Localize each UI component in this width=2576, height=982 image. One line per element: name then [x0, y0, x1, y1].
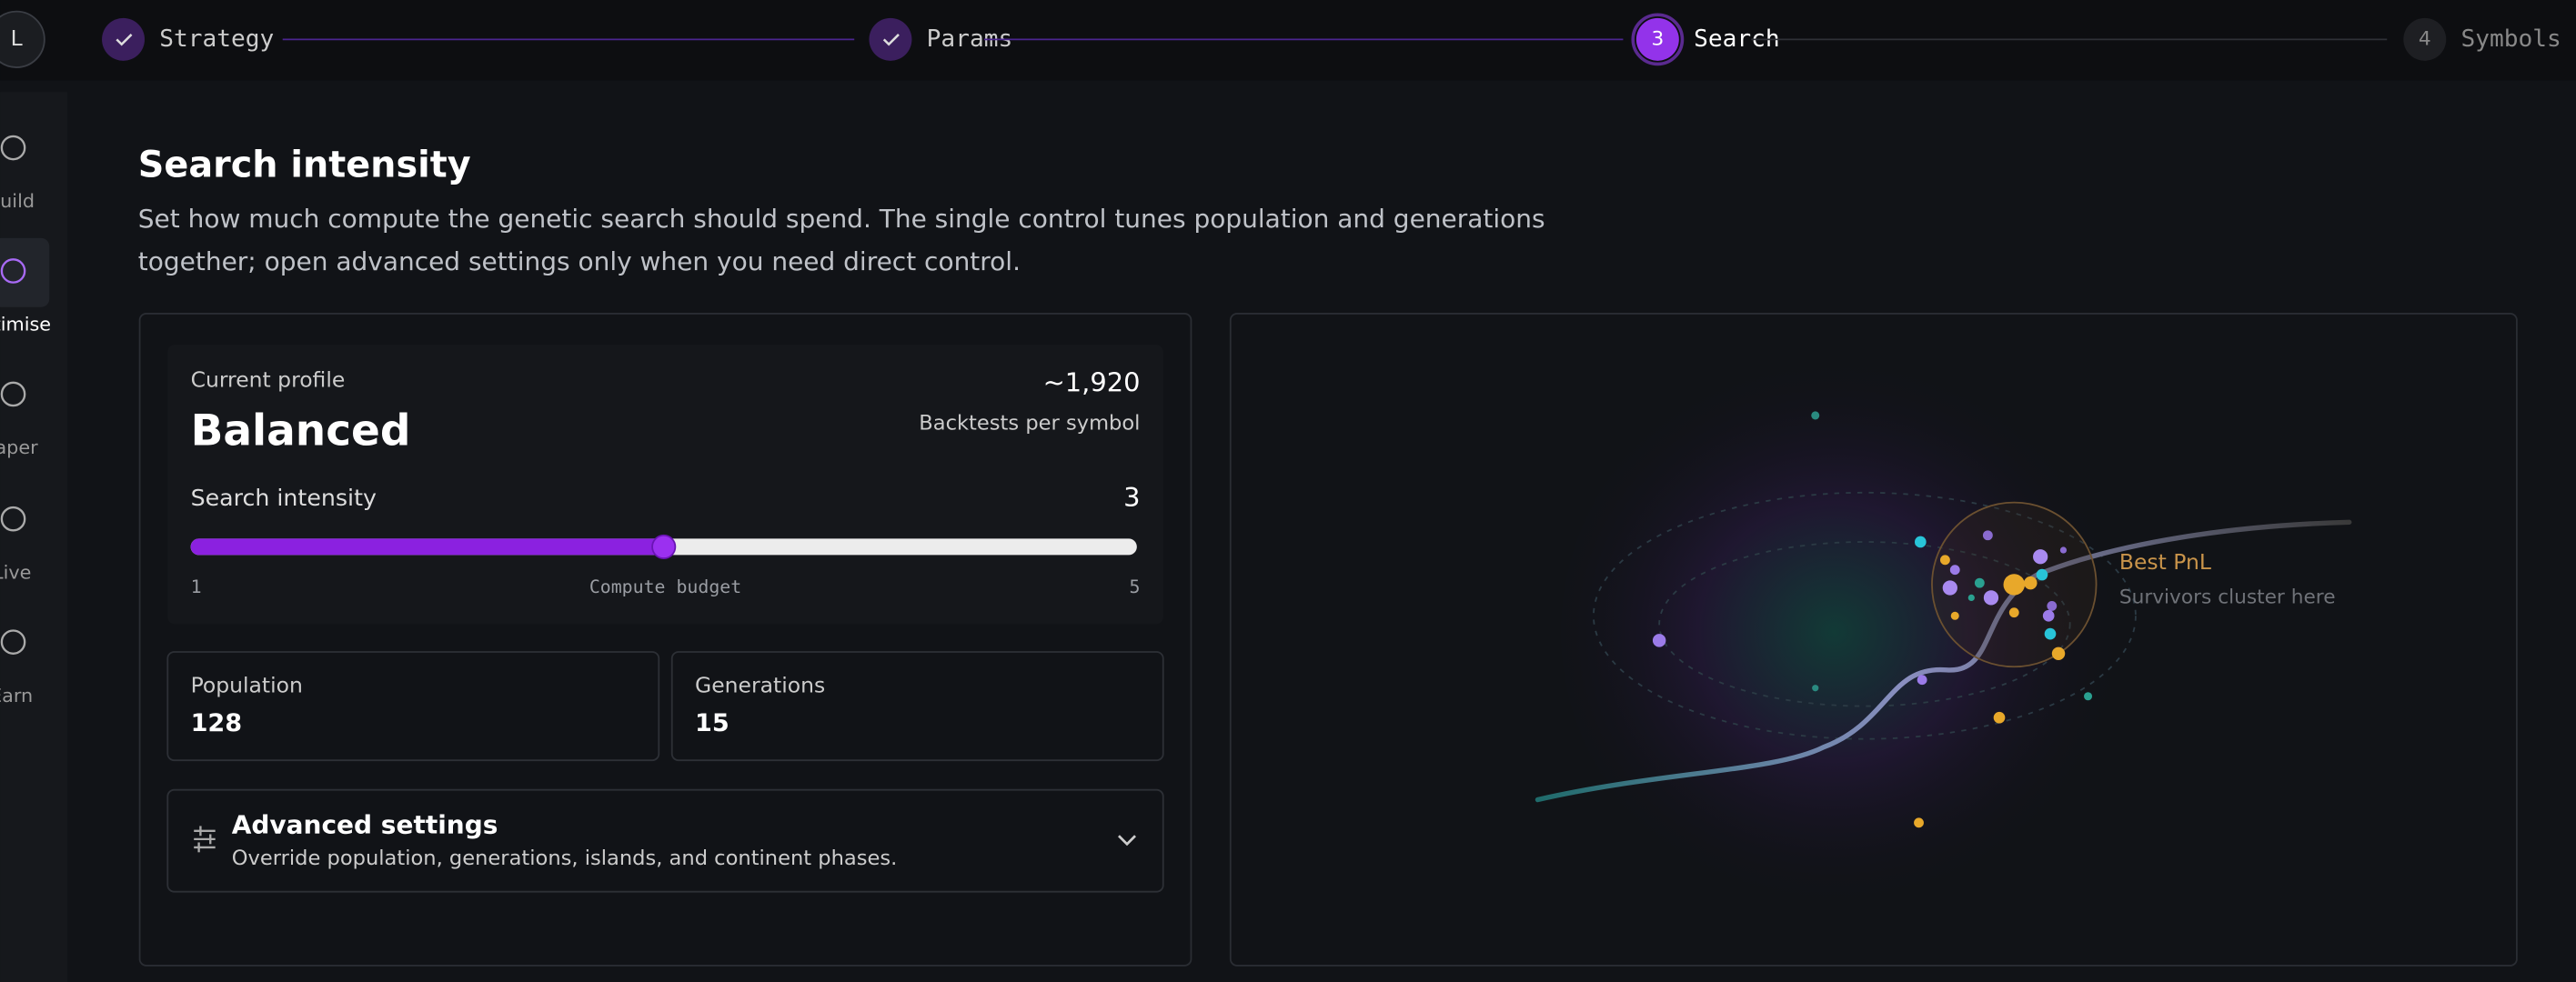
stepper: Strategy Params 3 Search 4 Symbols — [102, 13, 2561, 66]
slider-label: Search intensity — [191, 485, 377, 511]
step-number: 3 — [1651, 27, 1664, 50]
nav-icon[interactable] — [0, 258, 26, 284]
avatar-letter: L — [11, 25, 23, 51]
step-badge[interactable] — [102, 17, 146, 61]
orbit — [1658, 541, 2071, 707]
nav-label[interactable]: Earn — [0, 685, 33, 706]
step-number: 4 — [2419, 27, 2431, 50]
step-badge[interactable] — [869, 17, 912, 61]
advanced-title: Advanced settings — [232, 809, 498, 839]
search-visual — [1535, 345, 2352, 920]
backtests-label: Backtests per symbol — [919, 411, 1140, 435]
slider-thumb[interactable] — [651, 534, 677, 559]
stat-value: 15 — [695, 709, 730, 737]
nav-label[interactable]: Build — [0, 190, 35, 212]
stat-label: Population — [191, 672, 303, 697]
nav-icon[interactable] — [0, 135, 26, 161]
orbit — [1593, 491, 2137, 740]
check-icon — [882, 34, 900, 46]
slider-caption: Compute budget — [589, 576, 741, 597]
stat-card — [166, 651, 660, 762]
slider-max: 5 — [1129, 576, 1140, 597]
nav-icon[interactable] — [0, 629, 26, 655]
advanced-subtitle: Override population, generations, island… — [232, 847, 898, 870]
stat-label: Generations — [695, 672, 825, 697]
avatar[interactable] — [0, 10, 45, 68]
nav-label[interactable]: Paper — [0, 436, 38, 458]
slider-value: 3 — [1123, 482, 1140, 513]
step-badge[interactable] — [2403, 17, 2447, 61]
section-description: together; open advanced settings only wh… — [138, 246, 1021, 276]
profile-name: Balanced — [191, 406, 411, 456]
glow — [1560, 345, 2169, 920]
section-description: Set how much compute the genetic search … — [138, 204, 1545, 234]
nav-label[interactable]: Optimise — [0, 314, 51, 336]
step-badge[interactable] — [1635, 17, 1679, 61]
nav-icon[interactable] — [0, 381, 26, 407]
section-title: Search intensity — [138, 145, 471, 186]
step-label[interactable]: Symbols — [2460, 25, 2561, 53]
profile-caption: Current profile — [191, 366, 346, 392]
chevron — [1118, 835, 1136, 847]
check-icon — [116, 34, 133, 46]
advanced-settings[interactable] — [166, 788, 1164, 893]
slider-min: 1 — [191, 576, 202, 597]
settings-icon — [194, 826, 216, 853]
population-dots — [1652, 411, 2093, 828]
sidebar-items: Build Optimise Paper Live Earn — [0, 135, 51, 706]
nav-icon[interactable] — [0, 506, 26, 532]
step-label[interactable]: Strategy — [159, 25, 274, 53]
slider-fill — [190, 538, 664, 556]
step-ring — [1631, 13, 1685, 66]
sidebar — [0, 92, 68, 982]
visual-title: Best PnL — [2119, 549, 2211, 575]
fitness-curve — [1535, 519, 2352, 803]
stat-card — [670, 651, 1164, 762]
visual-subtitle: Survivors cluster here — [2119, 586, 2336, 608]
nav-label[interactable]: Live — [0, 561, 31, 583]
backtests-count: ~1,920 — [1043, 367, 1141, 398]
stat-value: 128 — [191, 709, 243, 737]
